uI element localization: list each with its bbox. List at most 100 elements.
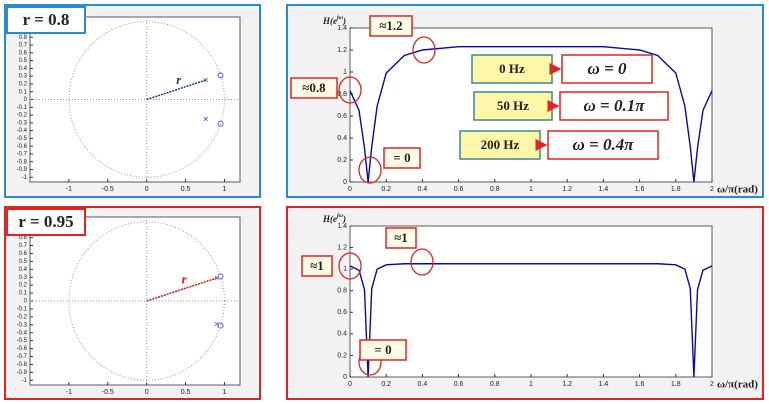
y-tick-label: 0.6 <box>19 251 28 257</box>
y-tick-label: 1.2 <box>337 47 347 54</box>
frequency-hz: 0 Hz <box>499 61 525 76</box>
y-tick-label: -0.2 <box>17 314 28 320</box>
annotation: ≈0.8 <box>302 80 326 95</box>
y-tick-label: -0.5 <box>17 136 28 142</box>
annotation-box <box>385 227 417 249</box>
x-tick-label: -0.5 <box>102 389 114 396</box>
y-tick-label: -0.8 <box>17 362 28 368</box>
chart-title: r = 0.8 <box>23 10 70 29</box>
omega-box <box>547 130 659 160</box>
x-axis-label: ω/π(rad) <box>717 184 758 196</box>
y-tick-label: 1.4 <box>337 25 347 32</box>
x-tick-label: 1.2 <box>562 381 572 388</box>
x-tick-label: 1 <box>222 389 226 396</box>
response-line <box>349 263 713 378</box>
y-tick-label: 0.5 <box>19 58 28 64</box>
y-tick-label: -0.7 <box>17 152 28 158</box>
omega-box <box>561 54 653 84</box>
radius-label: r <box>176 72 182 87</box>
y-axis-label: H(ejω) <box>322 213 346 224</box>
radius-line <box>146 277 217 302</box>
y-tick-label: -0.9 <box>17 370 28 376</box>
pole-marker <box>214 321 219 327</box>
unit-circle <box>68 21 225 178</box>
y-tick-label: 0.7 <box>19 243 28 249</box>
y-tick-label: 1.2 <box>337 244 347 251</box>
y-tick-label: 0.4 <box>19 66 28 72</box>
y-tick-label: -0.3 <box>17 322 28 328</box>
annotation: ≈1.2 <box>379 18 402 33</box>
y-tick-label: 0.4 <box>19 267 28 273</box>
y-tick-label: -1 <box>22 175 28 181</box>
x-tick-label: 0.6 <box>454 186 464 193</box>
y-tick-label: 0.6 <box>19 50 28 56</box>
y-label-sup: jω <box>336 15 344 21</box>
y-tick-label: 0.1 <box>19 89 28 95</box>
annotation-box <box>383 147 421 169</box>
title-box <box>6 6 86 34</box>
y-tick-label: 0.4 <box>337 331 347 338</box>
y-tick-label: 0.8 <box>337 288 347 295</box>
annotation-box <box>359 339 407 361</box>
zero-marker <box>217 72 224 79</box>
chart-title: r = 0.95 <box>18 212 73 231</box>
y-tick-label: 0.8 <box>19 35 28 41</box>
omega-value: ω = 0 <box>588 59 627 78</box>
y-tick-label: -0.4 <box>17 330 28 336</box>
y-tick-label: 0.3 <box>19 74 28 80</box>
y-tick-label: -0.1 <box>17 105 28 111</box>
x-tick-label: -0.5 <box>102 186 114 193</box>
x-tick-label: 0.5 <box>181 186 191 193</box>
radius-label: r <box>182 271 188 286</box>
x-tick-label: 1 <box>222 186 226 193</box>
x-tick-label: 0.6 <box>454 381 464 388</box>
x-tick-label: 1.6 <box>635 186 645 193</box>
pole-marker <box>214 275 219 281</box>
x-tick-label: 0 <box>348 186 352 193</box>
y-tick-label: -1 <box>22 378 28 384</box>
y-label-sup: jω <box>336 213 344 219</box>
pole-marker <box>203 77 209 83</box>
y-tick-label: 1 <box>343 69 347 76</box>
x-tick-label: 0.4 <box>418 186 428 193</box>
title-box <box>6 208 86 236</box>
y-tick-label: 0.6 <box>337 113 347 120</box>
y-tick-label: 0.8 <box>337 91 347 98</box>
highlight-circle <box>410 248 434 276</box>
y-tick-label: 1.4 <box>337 223 347 230</box>
x-tick-label: 2 <box>710 186 714 193</box>
annotation-box <box>301 255 333 277</box>
x-tick-label: 0 <box>348 381 352 388</box>
y-tick-label: 0.2 <box>19 82 28 88</box>
y-label-base: H(e <box>322 16 337 26</box>
x-tick-label: 1.8 <box>671 381 681 388</box>
annotation: ≈1 <box>394 230 408 245</box>
y-tick-label: 0.2 <box>337 352 347 359</box>
y-tick-label: -0.3 <box>17 120 28 126</box>
x-tick-label: 2 <box>710 381 714 388</box>
highlight-circle <box>358 156 382 184</box>
x-tick-label: 1.2 <box>562 186 572 193</box>
y-tick-label: -0.7 <box>17 354 28 360</box>
x-tick-label: 0 <box>145 186 149 193</box>
y-label-end: ) <box>342 16 346 26</box>
x-tick-label: 0.8 <box>490 381 500 388</box>
y-tick-label: -0.9 <box>17 167 28 173</box>
response-line <box>349 46 713 183</box>
x-tick-label: 1.4 <box>599 381 609 388</box>
y-tick-label: -0.2 <box>17 113 28 119</box>
y-axis-label: H(ejω) <box>322 15 346 26</box>
y-tick-label: 1 <box>343 266 347 273</box>
x-tick-label: 0.2 <box>381 186 391 193</box>
y-tick-label: -0.8 <box>17 159 28 165</box>
x-tick-label: 1 <box>529 186 533 193</box>
x-tick-label: 0.5 <box>181 389 191 396</box>
y-tick-label: 0 <box>24 299 28 305</box>
highlight-circle <box>338 76 362 104</box>
x-tick-label: -1 <box>66 186 72 193</box>
frequency-box <box>459 130 541 160</box>
x-tick-label: 0.8 <box>490 186 500 193</box>
y-tick-label: 0 <box>343 179 347 186</box>
omega-value: ω = 0.4π <box>572 135 634 154</box>
